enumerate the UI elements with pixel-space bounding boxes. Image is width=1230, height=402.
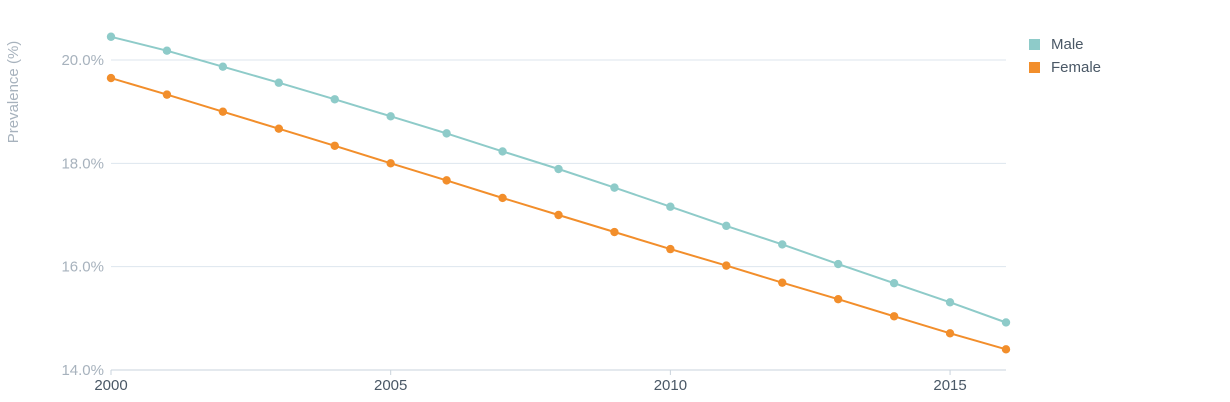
x-tick-label: 2015 (933, 377, 966, 394)
data-point-male[interactable] (442, 129, 451, 138)
data-point-female[interactable] (386, 159, 395, 168)
series-line-male (110, 35, 1007, 324)
data-point-male[interactable] (330, 95, 339, 104)
data-point-male[interactable] (1001, 318, 1011, 327)
x-tick-label: 2005 (374, 377, 407, 394)
axes: 14.0% 16.0% 18.0% 20.0% 2000 2005 2010 2015 (61, 52, 966, 394)
data-point-female[interactable] (162, 90, 172, 99)
y-tick-label: 14.0% (61, 362, 104, 379)
legend-label-male: Male (1051, 36, 1084, 53)
data-point-male[interactable] (218, 62, 228, 71)
legend-item-female[interactable]: Female (1029, 56, 1101, 79)
data-point-female[interactable] (330, 141, 339, 150)
series-lines (110, 35, 1007, 351)
data-point-female[interactable] (274, 124, 284, 133)
legend-swatch-female (1029, 62, 1040, 73)
data-point-female[interactable] (889, 312, 899, 321)
data-point-female[interactable] (610, 227, 619, 237)
data-point-male[interactable] (778, 240, 787, 249)
data-point-female[interactable] (218, 107, 228, 116)
data-point-female[interactable] (442, 176, 451, 185)
legend: Male Female (1029, 33, 1101, 79)
data-point-male[interactable] (610, 183, 619, 192)
data-point-female[interactable] (945, 329, 955, 338)
data-points (106, 32, 1011, 354)
y-tick-label: 18.0% (61, 155, 104, 172)
y-tick-label: 20.0% (61, 52, 104, 69)
data-point-male[interactable] (498, 147, 507, 156)
legend-item-male[interactable]: Male (1029, 33, 1101, 56)
data-point-female[interactable] (498, 193, 507, 203)
data-point-male[interactable] (833, 259, 843, 269)
data-point-female[interactable] (778, 278, 787, 287)
data-point-male[interactable] (889, 279, 899, 288)
legend-swatch-male (1029, 39, 1040, 50)
data-point-male[interactable] (666, 202, 675, 211)
data-point-male[interactable] (162, 46, 172, 55)
data-point-female[interactable] (554, 210, 563, 220)
data-point-female[interactable] (722, 261, 731, 270)
data-point-male[interactable] (106, 32, 116, 41)
data-point-female[interactable] (1001, 345, 1011, 354)
data-point-male[interactable] (274, 78, 284, 87)
gridlines (111, 59, 1006, 371)
legend-label-female: Female (1051, 59, 1102, 76)
data-point-male[interactable] (554, 164, 563, 174)
data-point-male[interactable] (722, 221, 731, 231)
data-point-male[interactable] (945, 298, 955, 307)
x-tick-label: 2010 (654, 377, 687, 394)
data-point-male[interactable] (386, 112, 395, 121)
x-tick-label: 2000 (94, 377, 127, 394)
data-point-female[interactable] (666, 244, 675, 254)
data-point-female[interactable] (106, 73, 116, 83)
y-axis-label: Prevalence (%) (5, 41, 22, 144)
y-tick-label: 16.0% (61, 259, 104, 276)
data-point-female[interactable] (833, 295, 843, 304)
